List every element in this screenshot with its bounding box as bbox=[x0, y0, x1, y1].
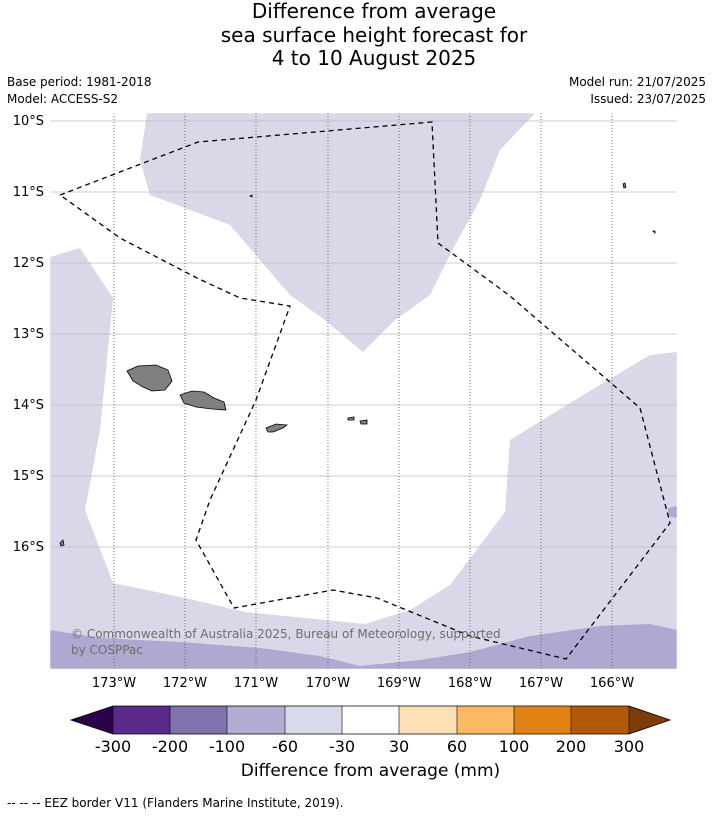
title-line-1: Difference from average bbox=[251, 0, 497, 23]
lon-label: 173°W bbox=[92, 676, 136, 691]
colorbar-segment bbox=[113, 706, 170, 734]
lon-axis-labels: 173°W 172°W 171°W 170°W 169°W 168°W 167°… bbox=[92, 676, 634, 691]
colorbar-tick-label: -30 bbox=[329, 737, 355, 756]
copyright-notice: © Commonwealth of Australia 2025, Bureau… bbox=[71, 626, 501, 658]
colorbar-label: Difference from average (mm) bbox=[240, 761, 501, 781]
tutuila-island bbox=[265, 423, 289, 433]
anomaly-region-south bbox=[50, 624, 677, 669]
colorbar-segment bbox=[399, 706, 457, 734]
lon-label: 166°W bbox=[590, 676, 634, 691]
colorbar-segment bbox=[227, 706, 285, 734]
map-frame bbox=[49, 112, 678, 670]
lat-label: 14°S bbox=[13, 398, 44, 413]
lon-label: 172°W bbox=[163, 676, 207, 691]
issued-text: Issued: 23/07/2025 bbox=[590, 92, 706, 106]
colorbar-segment bbox=[170, 706, 227, 734]
anomaly-region-east-edge bbox=[668, 506, 677, 518]
colorbar-tick-label: -200 bbox=[152, 737, 188, 756]
colorbar-tick-label: 100 bbox=[499, 737, 530, 756]
lat-label: 13°S bbox=[13, 327, 44, 342]
chart-title: Difference from average sea surface heig… bbox=[0, 0, 713, 71]
lat-label: 15°S bbox=[13, 469, 44, 484]
lon-label: 171°W bbox=[234, 676, 278, 691]
swains-island bbox=[249, 194, 253, 198]
eez-legend-note: -- -- -- EEZ border V11 (Flanders Marine… bbox=[7, 796, 344, 810]
tokelau-islet-1 bbox=[622, 182, 627, 189]
lon-label: 168°W bbox=[448, 676, 492, 691]
lat-axis-labels: 10°S 11°S 12°S 13°S 14°S 15°S 16°S bbox=[13, 114, 44, 555]
lon-label: 170°W bbox=[306, 676, 350, 691]
model-run-text: Model run: 21/07/2025 bbox=[568, 75, 706, 89]
colorbar-over-triangle bbox=[629, 706, 670, 734]
colorbar-tick-label: 30 bbox=[389, 737, 409, 756]
colorbar-tick-label: 300 bbox=[614, 737, 645, 756]
upolu-island bbox=[179, 390, 227, 411]
colorbar-segment bbox=[457, 706, 514, 734]
anomaly-region-west bbox=[50, 248, 677, 669]
base-period-text: Base period: 1981-2018 bbox=[7, 75, 152, 89]
lat-label: 11°S bbox=[13, 185, 44, 200]
colorbar-tick-labels: -300 -200 -100 -60 -30 30 60 100 200 300 bbox=[95, 737, 644, 756]
colorbar-under-triangle bbox=[71, 706, 113, 734]
colorbar-segment bbox=[514, 706, 571, 734]
wallis-islet bbox=[59, 539, 65, 547]
lat-label: 16°S bbox=[13, 540, 44, 555]
meta-right: Model run: 21/07/2025 Issued: 23/07/2025 bbox=[569, 74, 706, 108]
colorbar-tick-label: 200 bbox=[556, 737, 587, 756]
anomaly-region-north bbox=[140, 113, 535, 352]
tokelau-islet-2 bbox=[652, 230, 656, 234]
title-line-3: 4 to 10 August 2025 bbox=[271, 46, 477, 70]
map-area bbox=[50, 113, 677, 669]
lat-label: 12°S bbox=[13, 256, 44, 271]
copyright-line-2: by COSPPac bbox=[71, 643, 143, 657]
lon-label: 169°W bbox=[377, 676, 421, 691]
savaii-island bbox=[126, 364, 173, 392]
colorbar-tick-label: 60 bbox=[447, 737, 467, 756]
manua-island-2 bbox=[359, 419, 368, 425]
colorbar-tick-label: -300 bbox=[95, 737, 131, 756]
lat-gridlines bbox=[50, 120, 677, 548]
colorbar-tick-label: -60 bbox=[272, 737, 298, 756]
colorbar-segment bbox=[342, 706, 399, 734]
meta-left: Base period: 1981-2018 Model: ACCESS-S2 bbox=[7, 74, 152, 108]
manua-island-1 bbox=[347, 416, 355, 421]
model-text: Model: ACCESS-S2 bbox=[7, 92, 119, 106]
colorbar-segment bbox=[285, 706, 342, 734]
colorbar-dividers bbox=[112, 706, 630, 734]
lon-label: 167°W bbox=[519, 676, 563, 691]
colorbar: -300 -200 -100 -60 -30 30 60 100 200 300 bbox=[69, 705, 672, 756]
colorbar-tick-label: -100 bbox=[209, 737, 245, 756]
lat-label: 10°S bbox=[13, 114, 44, 129]
copyright-line-1: © Commonwealth of Australia 2025, Bureau… bbox=[71, 627, 501, 641]
title-line-2: sea surface height forecast for bbox=[220, 22, 528, 47]
colorbar-segment bbox=[571, 706, 629, 734]
